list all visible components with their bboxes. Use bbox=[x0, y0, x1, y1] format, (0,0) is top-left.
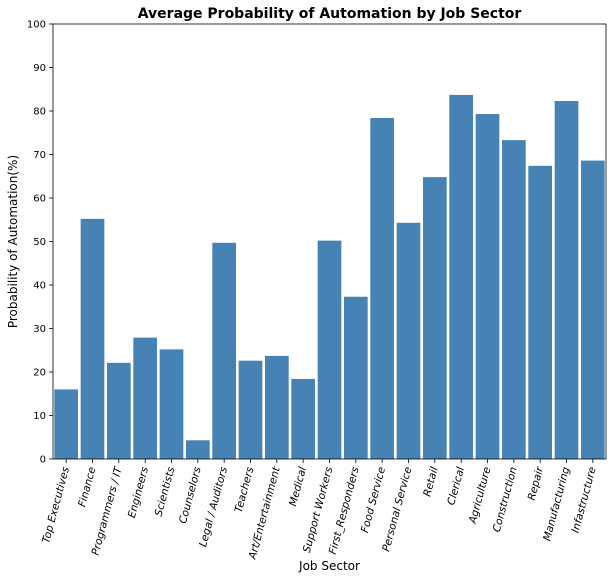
x-tick-label: Finance bbox=[76, 466, 98, 509]
y-tick-label: 70 bbox=[33, 150, 46, 161]
x-tick-label: Repair bbox=[526, 465, 547, 502]
bar-top-executives bbox=[54, 389, 79, 459]
bar-food-service bbox=[370, 117, 395, 460]
x-tick-label: Food Service bbox=[359, 466, 388, 535]
x-tick-label: Scientists bbox=[153, 465, 178, 517]
y-tick-label: 60 bbox=[33, 194, 46, 205]
y-tick-label: 90 bbox=[33, 63, 46, 74]
x-tick-label: Construction bbox=[491, 466, 520, 534]
bar-finance bbox=[80, 218, 105, 459]
bar-agriculture bbox=[475, 114, 500, 460]
bar-personal-service bbox=[396, 222, 421, 459]
chart-title: Average Probability of Automation by Job… bbox=[138, 6, 522, 22]
bar-construction bbox=[501, 140, 526, 459]
y-axis-label: Probability of Automation(%) bbox=[6, 155, 20, 328]
y-tick-label: 20 bbox=[33, 368, 46, 379]
y-tick-label: 50 bbox=[33, 237, 46, 248]
x-tick-label: Engineers bbox=[126, 465, 151, 519]
bar-legal-auditors bbox=[212, 242, 237, 459]
bar-art-entertainment bbox=[264, 355, 289, 459]
x-tick-label: Retail bbox=[421, 466, 440, 498]
x-tick-label: Clerical bbox=[445, 466, 467, 507]
x-tick-label: Teachers bbox=[233, 465, 257, 514]
bar-repair bbox=[528, 165, 553, 459]
bar-teachers bbox=[238, 360, 263, 459]
y-tick-label: 100 bbox=[27, 20, 46, 31]
x-tick-label: Infastructure bbox=[570, 466, 599, 535]
bar-programmers-it bbox=[106, 362, 131, 459]
y-axis: 0 10 20 30 40 50 60 70 80 90 100 bbox=[27, 20, 53, 466]
bar-scientists bbox=[159, 349, 184, 459]
y-tick-label: 30 bbox=[33, 324, 46, 335]
y-tick-label: 80 bbox=[33, 107, 46, 118]
x-tick-label: Legal / Auditors bbox=[197, 465, 230, 548]
bar-clerical bbox=[449, 94, 474, 459]
y-tick-label: 10 bbox=[33, 411, 46, 422]
x-tick-label: Manufacturing bbox=[541, 465, 572, 542]
bar-retail bbox=[422, 177, 447, 459]
x-axis-label: Job Sector bbox=[298, 559, 360, 573]
bar-medical bbox=[291, 378, 316, 459]
x-tick-label: Agriculture bbox=[467, 466, 494, 526]
bar-support-workers bbox=[317, 240, 342, 459]
bar-first-responders bbox=[343, 296, 368, 459]
x-tick-label: Top Executives bbox=[40, 465, 72, 544]
bar-counselors bbox=[185, 440, 210, 459]
bar-engineers bbox=[133, 337, 158, 459]
y-tick-label: 40 bbox=[33, 281, 46, 292]
x-tick-label: Counselors bbox=[177, 465, 204, 525]
bar-manufacturing bbox=[554, 100, 579, 460]
y-tick-label: 0 bbox=[40, 455, 46, 466]
bar-infastructure bbox=[580, 160, 605, 459]
x-tick-label: Medical bbox=[287, 466, 309, 508]
bars-group bbox=[54, 94, 605, 460]
